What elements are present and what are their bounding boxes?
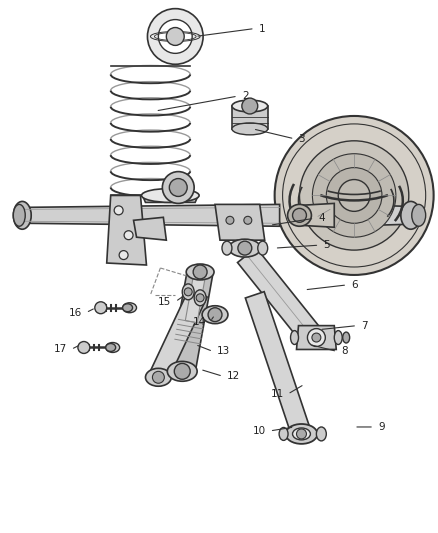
Ellipse shape [222,241,232,255]
Polygon shape [134,217,166,240]
Ellipse shape [401,201,421,229]
Circle shape [297,429,307,439]
Text: 4: 4 [318,213,325,223]
Ellipse shape [412,204,426,226]
Ellipse shape [141,189,199,203]
Polygon shape [24,204,279,226]
Text: 7: 7 [361,321,368,330]
Ellipse shape [123,304,133,312]
Circle shape [196,294,204,302]
Polygon shape [107,196,146,265]
Circle shape [170,179,187,197]
Ellipse shape [182,284,194,300]
Circle shape [152,372,164,383]
Circle shape [159,20,192,53]
Text: 11: 11 [270,389,283,399]
Circle shape [338,180,370,212]
Text: 16: 16 [69,308,82,318]
Circle shape [312,154,396,237]
Ellipse shape [293,208,307,222]
Ellipse shape [145,368,171,386]
Ellipse shape [202,306,228,324]
Polygon shape [215,204,265,240]
Ellipse shape [288,204,311,226]
Ellipse shape [293,428,311,440]
Circle shape [166,28,184,45]
Ellipse shape [258,241,268,255]
Polygon shape [149,288,207,382]
Text: 13: 13 [217,346,230,357]
Ellipse shape [232,123,268,135]
Ellipse shape [167,361,197,381]
Ellipse shape [229,239,261,257]
Circle shape [184,288,192,296]
Circle shape [307,329,325,346]
Text: 3: 3 [298,134,305,144]
Circle shape [95,302,107,314]
Circle shape [124,231,133,240]
Text: 12: 12 [227,372,240,381]
Ellipse shape [286,424,318,444]
Text: 17: 17 [54,344,67,354]
Ellipse shape [106,343,116,351]
Polygon shape [297,326,336,350]
Text: 8: 8 [341,346,348,357]
Circle shape [242,98,258,114]
Circle shape [238,241,252,255]
Ellipse shape [123,303,137,313]
Polygon shape [300,204,334,227]
Text: 9: 9 [378,422,385,432]
Polygon shape [185,271,206,322]
Polygon shape [245,292,311,437]
Circle shape [275,116,434,275]
Ellipse shape [279,427,288,440]
Circle shape [114,206,123,215]
Polygon shape [237,248,324,347]
Ellipse shape [13,201,31,229]
Circle shape [300,141,409,250]
Circle shape [148,9,203,64]
Circle shape [162,172,194,204]
Text: 15: 15 [158,297,171,307]
Ellipse shape [13,204,25,226]
Polygon shape [374,205,409,225]
Circle shape [244,216,252,224]
Text: 5: 5 [323,240,330,250]
Ellipse shape [343,332,350,343]
Circle shape [78,342,90,353]
Circle shape [119,251,128,260]
Ellipse shape [186,264,214,280]
Ellipse shape [232,100,268,112]
Text: 14: 14 [193,317,206,327]
Circle shape [193,265,207,279]
Circle shape [326,168,382,223]
Circle shape [208,308,222,321]
Text: 1: 1 [259,23,265,34]
Text: 2: 2 [242,91,248,101]
Circle shape [312,333,321,342]
Text: 6: 6 [351,280,358,290]
Ellipse shape [316,427,326,441]
Circle shape [226,216,234,224]
Text: 10: 10 [253,426,266,436]
Ellipse shape [334,330,342,344]
Ellipse shape [194,290,206,306]
Polygon shape [170,270,213,374]
Polygon shape [142,196,198,203]
Circle shape [174,364,190,379]
Ellipse shape [106,343,120,352]
Polygon shape [232,106,268,129]
Ellipse shape [290,330,298,344]
